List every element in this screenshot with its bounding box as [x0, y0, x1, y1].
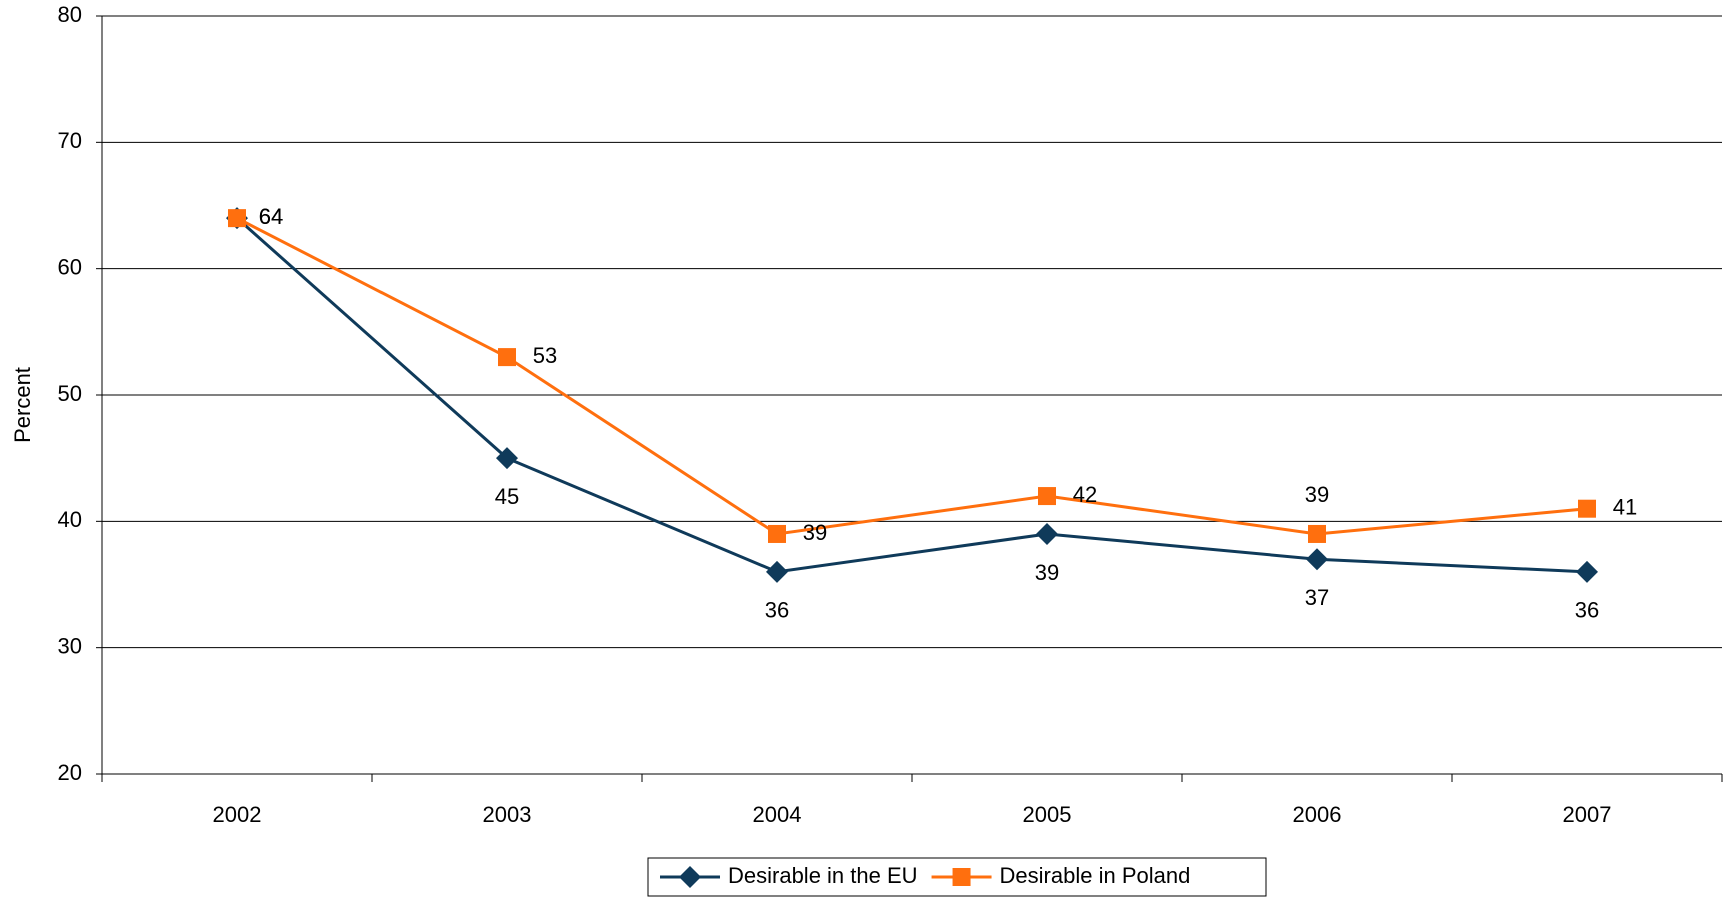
marker	[1578, 500, 1596, 518]
x-tick-label: 2006	[1293, 802, 1342, 827]
marker	[228, 209, 246, 227]
y-tick-label: 20	[58, 760, 82, 785]
marker	[1038, 487, 1056, 505]
marker	[1036, 523, 1058, 545]
y-axis-label: Percent	[10, 367, 35, 443]
marker	[1576, 561, 1598, 583]
data-label: 53	[533, 343, 557, 368]
data-label: 39	[803, 520, 827, 545]
legend: Desirable in the EU Desirable in Poland	[648, 858, 1266, 896]
data-label: 45	[495, 484, 519, 509]
x-tick-label: 2005	[1023, 802, 1072, 827]
marker	[1308, 525, 1326, 543]
marker	[953, 868, 971, 886]
data-label: 41	[1613, 495, 1637, 520]
marker	[766, 561, 788, 583]
data-label: 39	[1305, 482, 1329, 507]
x-tick-label: 2007	[1563, 802, 1612, 827]
y-tick-label: 60	[58, 254, 82, 279]
y-tick-label: 50	[58, 381, 82, 406]
series-line	[237, 218, 1587, 534]
data-label: 37	[1305, 585, 1329, 610]
y-tick-label: 80	[58, 2, 82, 27]
y-tick-label: 30	[58, 633, 82, 658]
marker	[498, 348, 516, 366]
x-tick-label: 2004	[753, 802, 802, 827]
y-tick-label: 40	[58, 507, 82, 532]
data-label: 42	[1073, 482, 1097, 507]
chart: Percent 20 30 40 50 60 70 80 2002 2003 2004 2005 20…	[0, 0, 1723, 897]
data-label: 36	[765, 598, 789, 623]
page: Percent 20 30 40 50 60 70 80 2002 2003 2004 2005 20…	[0, 0, 1723, 897]
data-label: 36	[1575, 598, 1599, 623]
data-label: 64	[259, 204, 283, 229]
x-tick-label: 2003	[483, 802, 532, 827]
legend-label: Desirable in Poland	[1000, 863, 1191, 888]
data-label: 39	[1035, 560, 1059, 585]
x-tick-label: 2002	[213, 802, 262, 827]
marker	[1306, 548, 1328, 570]
y-tick-label: 70	[58, 128, 82, 153]
marker	[768, 525, 786, 543]
legend-label: Desirable in the EU	[728, 863, 918, 888]
